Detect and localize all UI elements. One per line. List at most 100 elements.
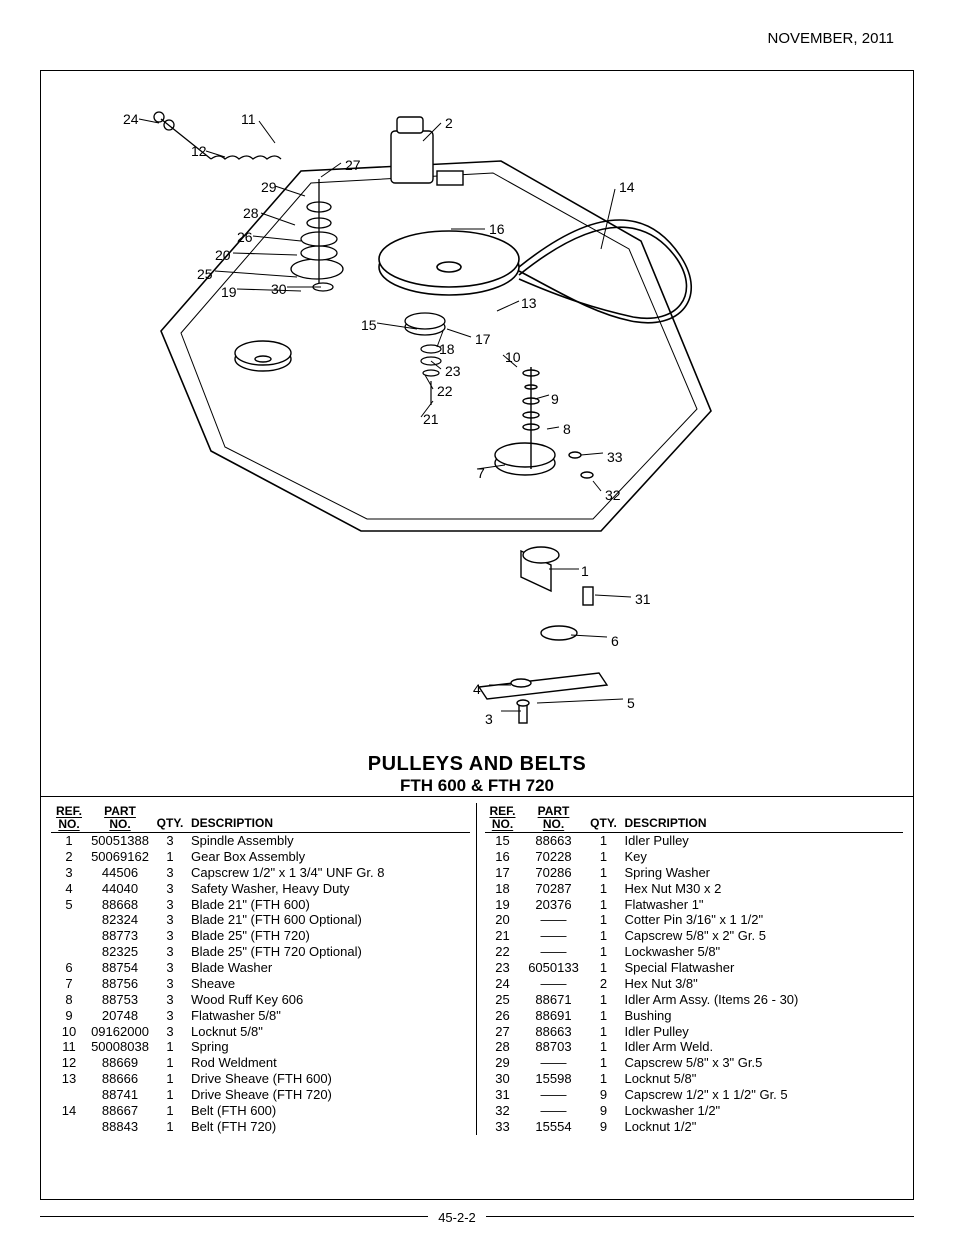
cell-desc: Gear Box Assembly: [189, 849, 470, 865]
table-row: 20——1Cotter Pin 3/16" x 1 1/2": [485, 912, 904, 928]
callout-16: 16: [489, 221, 505, 237]
parts-table-left: REF. NO. PART NO. QTY. DESCRIPTION 15005…: [51, 803, 476, 1135]
cell-part: 88741: [89, 1087, 153, 1103]
table-row: 2500691621Gear Box Assembly: [51, 849, 470, 865]
cell-ref: 4: [51, 881, 89, 897]
cell-part: 82325: [89, 944, 153, 960]
cell-ref: 24: [485, 976, 523, 992]
cell-ref: 5: [51, 897, 89, 913]
cell-part: 20376: [523, 897, 587, 913]
callout-23: 23: [445, 363, 461, 379]
table-row: 1500513883Spindle Assembly: [51, 833, 470, 849]
table-row: 3445063Capscrew 1/2" x 1 3/4" UNF Gr. 8: [51, 865, 470, 881]
cell-part: 70287: [523, 881, 587, 897]
cell-part: 88663: [523, 1024, 587, 1040]
cell-qty: 3: [153, 897, 189, 913]
col-part: PART NO.: [89, 803, 153, 833]
callout-3: 3: [485, 711, 493, 727]
table-row: 14886671Belt (FTH 600): [51, 1103, 470, 1119]
cell-part: 88663: [523, 833, 587, 849]
col-desc: DESCRIPTION: [623, 803, 904, 833]
callout-26: 26: [237, 229, 253, 245]
cell-part: 88753: [89, 992, 153, 1008]
table-row: 24——2Hex Nut 3/8": [485, 976, 904, 992]
table-row: 9207483Flatwasher 5/8": [51, 1008, 470, 1024]
callout-2: 2: [445, 115, 453, 131]
cell-ref: 15: [485, 833, 523, 849]
cell-qty: 1: [587, 1039, 623, 1055]
table-row: 6887543Blade Washer: [51, 960, 470, 976]
cell-desc: Spring Washer: [623, 865, 904, 881]
cell-ref: 26: [485, 1008, 523, 1024]
table-row: 4440403Safety Washer, Heavy Duty: [51, 881, 470, 897]
cell-ref: 27: [485, 1024, 523, 1040]
cell-ref: 31: [485, 1087, 523, 1103]
callout-21: 21: [423, 411, 439, 427]
cell-desc: Idler Pulley: [623, 833, 904, 849]
cell-desc: Blade 21" (FTH 600): [189, 897, 470, 913]
cell-ref: [51, 928, 89, 944]
cell-ref: [51, 1119, 89, 1135]
table-row: 31——9Capscrew 1/2" x 1 1/2" Gr. 5: [485, 1087, 904, 1103]
cell-ref: 1: [51, 833, 89, 849]
cell-qty: 1: [587, 1008, 623, 1024]
callout-17: 17: [475, 331, 491, 347]
col-ref: REF. NO.: [485, 803, 523, 833]
content-frame: 2411212272914282616202519301315171018232…: [40, 70, 914, 1200]
callout-5: 5: [627, 695, 635, 711]
callout-4: 4: [473, 681, 481, 697]
cell-qty: 9: [587, 1103, 623, 1119]
table-row: 887733Blade 25" (FTH 720): [51, 928, 470, 944]
cell-qty: 1: [587, 912, 623, 928]
cell-part: 44506: [89, 865, 153, 881]
cell-ref: [51, 912, 89, 928]
cell-part: ——: [523, 1055, 587, 1071]
cell-qty: 1: [587, 881, 623, 897]
cell-desc: Flatwasher 1": [623, 897, 904, 913]
table-row: 7887563Sheave: [51, 976, 470, 992]
table-row: 17702861Spring Washer: [485, 865, 904, 881]
callout-9: 9: [551, 391, 559, 407]
callout-20: 20: [215, 247, 231, 263]
cell-qty: 1: [587, 944, 623, 960]
cell-ref: 9: [51, 1008, 89, 1024]
cell-part: ——: [523, 1103, 587, 1119]
cell-qty: 3: [153, 1024, 189, 1040]
cell-ref: 3: [51, 865, 89, 881]
cell-part: 50069162: [89, 849, 153, 865]
cell-part: 88668: [89, 897, 153, 913]
cell-qty: 3: [153, 944, 189, 960]
cell-qty: 1: [153, 1055, 189, 1071]
cell-part: ——: [523, 912, 587, 928]
table-row: 2360501331Special Flatwasher: [485, 960, 904, 976]
cell-ref: 19: [485, 897, 523, 913]
cell-part: ——: [523, 1087, 587, 1103]
cell-ref: 13: [51, 1071, 89, 1087]
callout-15: 15: [361, 317, 377, 333]
cell-ref: 7: [51, 976, 89, 992]
cell-desc: Special Flatwasher: [623, 960, 904, 976]
cell-qty: 1: [587, 992, 623, 1008]
cell-ref: 21: [485, 928, 523, 944]
cell-qty: 3: [153, 1008, 189, 1024]
col-part: PART NO.: [523, 803, 587, 833]
cell-ref: 12: [51, 1055, 89, 1071]
table-row: 12886691Rod Weldment: [51, 1055, 470, 1071]
cell-qty: 1: [153, 1087, 189, 1103]
cell-ref: 23: [485, 960, 523, 976]
cell-part: 88773: [89, 928, 153, 944]
callout-14: 14: [619, 179, 635, 195]
cell-qty: 1: [153, 1103, 189, 1119]
callout-29: 29: [261, 179, 277, 195]
cell-qty: 3: [153, 912, 189, 928]
cell-desc: Hex Nut 3/8": [623, 976, 904, 992]
cell-desc: Drive Sheave (FTH 720): [189, 1087, 470, 1103]
table-row: 13886661Drive Sheave (FTH 600): [51, 1071, 470, 1087]
cell-part: 88669: [89, 1055, 153, 1071]
cell-ref: 8: [51, 992, 89, 1008]
table-row: 16702281Key: [485, 849, 904, 865]
cell-part: 15554: [523, 1119, 587, 1135]
cell-ref: 20: [485, 912, 523, 928]
cell-desc: Belt (FTH 720): [189, 1119, 470, 1135]
cell-qty: 1: [153, 1039, 189, 1055]
